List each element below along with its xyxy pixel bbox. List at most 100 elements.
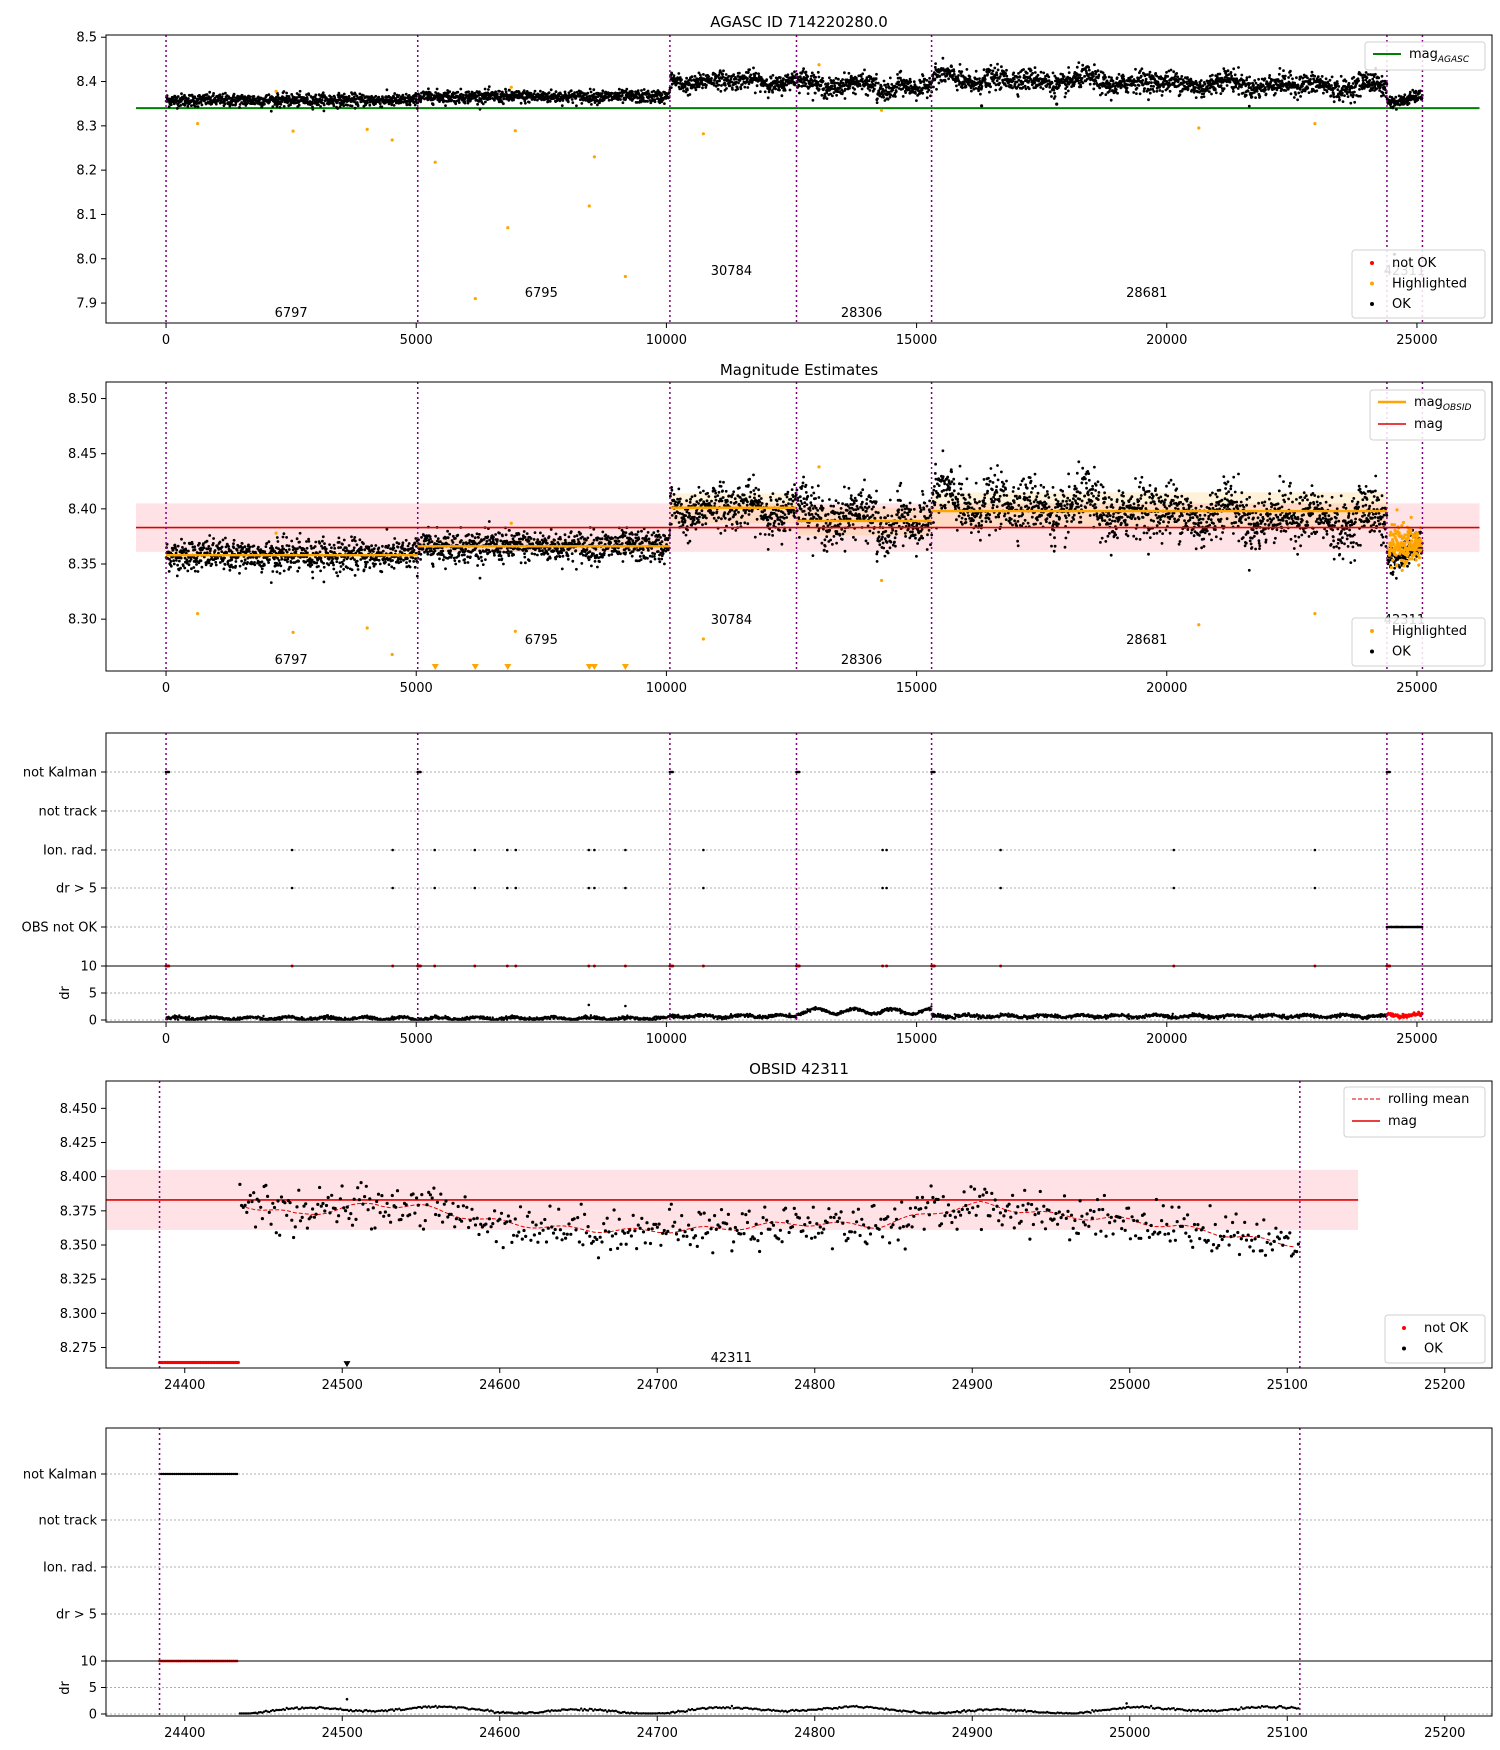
x-tick-label: 24900 bbox=[952, 1726, 993, 1741]
dr-tick-label: 10 bbox=[80, 1655, 97, 1670]
x-tick-label: 10000 bbox=[646, 333, 687, 348]
y-tick-label: 8.50 bbox=[68, 392, 97, 407]
obsid-label: 6797 bbox=[275, 653, 308, 668]
legend-label: not OK bbox=[1392, 256, 1437, 271]
dr-points bbox=[238, 1704, 1300, 1715]
x-tick-label: 24900 bbox=[952, 1378, 993, 1393]
dr-not-ok-points bbox=[1385, 1010, 1424, 1020]
obsid-label: 42311 bbox=[711, 1351, 752, 1366]
axes-frame bbox=[105, 381, 1493, 672]
obsid-label: 28681 bbox=[1126, 633, 1167, 648]
x-tick-label: 0 bbox=[162, 1032, 170, 1047]
flag-row-label: dr > 5 bbox=[56, 882, 97, 897]
chart-title: Magnitude Estimates bbox=[720, 361, 878, 379]
y-tick-label: 8.1 bbox=[76, 208, 97, 223]
obsid-42311-flags-panel: not Kalman not track Ion. rad. dr > 5 0 5 10 dr… bbox=[23, 1427, 1493, 1741]
axes-frame bbox=[105, 1080, 1493, 1369]
legend-marker bbox=[1370, 302, 1374, 306]
plot-area bbox=[106, 1428, 1492, 1716]
flag-points bbox=[1385, 925, 1424, 929]
legend-label: rolling mean bbox=[1388, 1092, 1469, 1107]
flag-row-label: not track bbox=[38, 1514, 97, 1529]
x-tick-label: 24400 bbox=[164, 1726, 205, 1741]
x-tick-label: 15000 bbox=[896, 333, 937, 348]
y-tick-label: 8.300 bbox=[60, 1307, 97, 1322]
x-tick-label: 24800 bbox=[794, 1726, 835, 1741]
off-scale-marker bbox=[585, 664, 593, 670]
magnitude-estimates-panel: 6797679530784283062868142311050001000015… bbox=[68, 361, 1493, 696]
flags-panel: not Kalman not track Ion. rad. dr > 5 OBS no… bbox=[22, 732, 1493, 1047]
legend-box bbox=[1364, 41, 1486, 71]
y-tick-label: 8.0 bbox=[76, 252, 97, 267]
flag-row-label: OBS not OK bbox=[22, 921, 98, 936]
obsid-label: 28681 bbox=[1126, 286, 1167, 301]
agasc-magnitude-panel: 6797679530784283062868142311050001000015… bbox=[76, 13, 1493, 348]
dr-tick-label: 0 bbox=[89, 1014, 97, 1029]
x-tick-label: 25100 bbox=[1267, 1726, 1308, 1741]
chart-title: OBSID 42311 bbox=[749, 1060, 849, 1078]
chart-title: AGASC ID 714220280.0 bbox=[710, 13, 888, 31]
x-tick-label: 10000 bbox=[646, 681, 687, 696]
x-tick-label: 24400 bbox=[164, 1378, 205, 1393]
legend-label: Highlighted bbox=[1392, 624, 1467, 639]
x-tick-label: 20000 bbox=[1146, 1032, 1187, 1047]
x-tick-label: 25200 bbox=[1424, 1726, 1465, 1741]
legend-box bbox=[1351, 249, 1486, 319]
obsid-42311-panel: 42311 24400 24500 24600 24700 24800 24900 25000… bbox=[60, 1060, 1493, 1393]
x-tick-label: 15000 bbox=[896, 1032, 937, 1047]
x-tick-label: 24800 bbox=[794, 1378, 835, 1393]
y-tick-label: 8.325 bbox=[60, 1273, 97, 1288]
legend-marker bbox=[1370, 649, 1374, 654]
legend-marker bbox=[1402, 1326, 1406, 1330]
y-tick-label: 8.5 bbox=[76, 31, 97, 46]
y-tick-label: 8.375 bbox=[60, 1204, 97, 1219]
x-tick-label: 25100 bbox=[1267, 1378, 1308, 1393]
ok-points bbox=[164, 56, 1424, 113]
legend-label: mag bbox=[1414, 417, 1443, 432]
y-tick-label: 8.350 bbox=[60, 1239, 97, 1254]
x-tick-label: 0 bbox=[162, 333, 170, 348]
y-tick-label: 8.30 bbox=[68, 613, 97, 628]
legend-label: OK bbox=[1392, 645, 1411, 660]
x-tick-label: 25000 bbox=[1109, 1378, 1150, 1393]
y-tick-label: 8.275 bbox=[60, 1341, 97, 1356]
y-tick-label: 8.4 bbox=[76, 75, 97, 90]
x-tick-label: 25200 bbox=[1424, 1378, 1465, 1393]
axes-frame bbox=[105, 34, 1493, 324]
flag-points bbox=[158, 1472, 239, 1476]
y-tick-label: 7.9 bbox=[76, 297, 97, 312]
off-scale-marker bbox=[621, 664, 629, 670]
x-tick-label: 24600 bbox=[479, 1378, 520, 1393]
plot-area: 6797679530784283062868142311 bbox=[136, 382, 1480, 671]
dr-axis-label: dr bbox=[58, 1681, 73, 1695]
flag-row-label: Ion. rad. bbox=[43, 844, 97, 859]
y-tick-label: 8.45 bbox=[68, 447, 97, 462]
x-tick-label: 25000 bbox=[1109, 1726, 1150, 1741]
flag-row-label: not Kalman bbox=[23, 766, 97, 781]
flag-row-label: dr > 5 bbox=[56, 1608, 97, 1623]
dr-points bbox=[587, 1003, 627, 1008]
dr-points bbox=[345, 1697, 1128, 1705]
y-tick-label: 8.450 bbox=[60, 1102, 97, 1117]
y-tick-label: 8.35 bbox=[68, 558, 97, 573]
x-tick-label: 25000 bbox=[1396, 681, 1437, 696]
legend-marker bbox=[1402, 1346, 1406, 1351]
off-scale-marker bbox=[431, 664, 439, 670]
x-tick-label: 5000 bbox=[400, 681, 433, 696]
obsid-label: 30784 bbox=[711, 264, 752, 279]
legend-box bbox=[1384, 1314, 1486, 1364]
dr-tick-label: 10 bbox=[80, 960, 97, 975]
legend-label: Highlighted bbox=[1392, 277, 1467, 292]
not-ok-points bbox=[158, 1360, 240, 1365]
flag-points bbox=[290, 886, 1317, 890]
x-tick-label: 24500 bbox=[322, 1378, 363, 1393]
plot-area: 42311 bbox=[106, 1081, 1359, 1368]
x-tick-label: 0 bbox=[162, 681, 170, 696]
dr-tick-label: 5 bbox=[89, 1681, 97, 1696]
obsid-label: 30784 bbox=[711, 613, 752, 628]
legend-label: OK bbox=[1392, 297, 1411, 312]
legend-marker bbox=[1370, 629, 1374, 633]
y-tick-label: 8.2 bbox=[76, 164, 97, 179]
x-tick-label: 24700 bbox=[637, 1726, 678, 1741]
